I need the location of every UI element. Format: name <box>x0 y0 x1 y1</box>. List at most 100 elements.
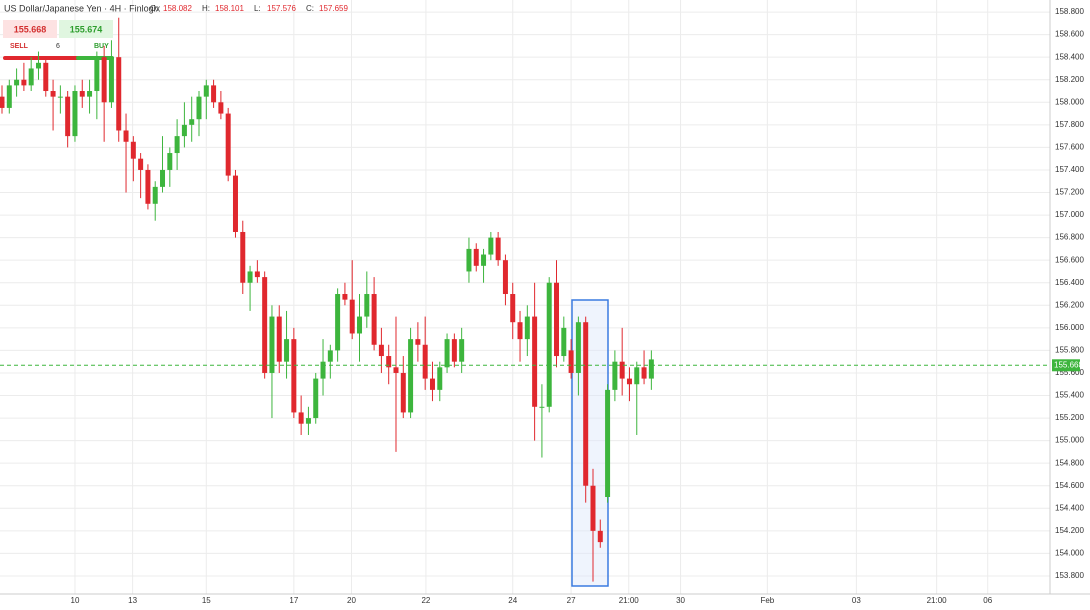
candle-body <box>145 169 151 204</box>
candle-body <box>167 153 173 170</box>
candle-body <box>524 316 530 340</box>
candle-body <box>597 530 603 543</box>
x-tick-label: 13 <box>128 596 137 605</box>
candle-body <box>510 294 516 323</box>
y-tick-label: 155.200 <box>1055 413 1084 422</box>
candle-body <box>291 339 297 413</box>
candle-body <box>335 294 341 351</box>
candle-body <box>14 79 20 86</box>
candle-body <box>203 85 209 97</box>
candle-body <box>400 372 406 413</box>
candle-body <box>575 322 581 373</box>
x-tick-label: Feb <box>760 596 774 605</box>
quantity[interactable]: 6 <box>56 43 60 50</box>
candle-body <box>357 316 363 334</box>
chart-title: US Dollar/Japanese Yen · 4H · Finlogix <box>4 3 161 13</box>
candle-body <box>247 271 253 283</box>
candle-body <box>87 91 93 97</box>
candle-body <box>101 57 107 103</box>
candle-body <box>648 359 654 379</box>
candle-body <box>72 91 78 137</box>
y-tick-label: 156.000 <box>1055 323 1084 332</box>
y-tick-label: 155.400 <box>1055 391 1084 400</box>
ohlc-label: C: <box>306 4 314 13</box>
candle-body <box>568 350 574 373</box>
candle-body <box>262 277 268 373</box>
candle-body <box>612 361 618 390</box>
candle-body <box>415 339 421 345</box>
candle-body <box>371 294 377 345</box>
buy-label[interactable]: BUY <box>94 43 109 50</box>
x-tick-label: 24 <box>508 596 517 605</box>
ohlc-value: 157.576 <box>267 4 296 13</box>
y-tick-label: 157.000 <box>1055 210 1084 219</box>
candle-body <box>583 322 589 486</box>
x-tick-label: 20 <box>347 596 356 605</box>
ohlc-label: L: <box>254 4 261 13</box>
candle-body <box>21 79 27 86</box>
y-tick-label: 155.800 <box>1055 346 1084 355</box>
candle-body <box>619 361 625 379</box>
candle-body <box>269 316 275 373</box>
sell-label[interactable]: SELL <box>10 43 29 50</box>
candle-body <box>284 339 290 362</box>
sell-box[interactable] <box>3 20 57 38</box>
candle-body <box>160 169 166 187</box>
x-tick-label: 15 <box>202 596 211 605</box>
candle-body <box>116 57 122 131</box>
x-tick-label: 27 <box>567 596 576 605</box>
current-price-box <box>1052 359 1080 372</box>
candle-body <box>437 367 443 390</box>
candle-body <box>240 231 246 283</box>
candle-body <box>532 316 538 407</box>
candle-body <box>232 175 238 232</box>
candle-body <box>495 237 501 261</box>
candle-body <box>422 344 428 379</box>
x-tick-label: 30 <box>676 596 685 605</box>
candle-body <box>189 119 195 125</box>
buy-box[interactable] <box>59 20 113 38</box>
candle-body <box>218 102 224 114</box>
ohlc-label: H: <box>202 4 210 13</box>
candle-body <box>327 350 333 362</box>
x-tick-label: 10 <box>71 596 80 605</box>
candle-body <box>349 299 355 334</box>
sell-price[interactable]: 155.668 <box>14 24 47 34</box>
candle-body <box>181 124 187 137</box>
candle-body <box>276 316 282 362</box>
y-tick-label: 157.400 <box>1055 165 1084 174</box>
candle-body <box>466 248 472 272</box>
x-tick-label: 17 <box>289 596 298 605</box>
x-tick-label: 21:00 <box>927 596 948 605</box>
candle-body <box>174 136 180 154</box>
candle-body <box>65 96 71 137</box>
y-tick-label: 154.000 <box>1055 549 1084 558</box>
candle-body <box>393 367 399 373</box>
candle-body <box>320 361 326 379</box>
candle-body <box>225 113 231 176</box>
x-tick-label: 21:00 <box>619 596 640 605</box>
candle-body <box>539 406 545 408</box>
candle-body <box>641 367 647 379</box>
x-tick-label: 03 <box>852 596 861 605</box>
y-tick-label: 156.200 <box>1055 300 1084 309</box>
candle-body <box>554 282 560 357</box>
candle-body <box>50 91 56 97</box>
ohlc-label: O: <box>150 4 158 13</box>
y-tick-label: 156.400 <box>1055 278 1084 287</box>
candle-body <box>473 248 479 266</box>
header: US Dollar/Japanese Yen · 4H · Finlogix <box>4 3 161 13</box>
candle-body <box>108 57 114 103</box>
y-tick-label: 154.800 <box>1055 458 1084 467</box>
candle-body <box>429 378 435 390</box>
grid <box>0 0 1050 594</box>
candle-body <box>94 57 100 92</box>
buy-price[interactable]: 155.674 <box>70 24 103 34</box>
candle-body <box>378 344 384 357</box>
y-tick-label: 157.600 <box>1055 143 1084 152</box>
candle-body <box>130 141 136 159</box>
y-tick-label: 158.400 <box>1055 52 1084 61</box>
y-tick-label: 155.600 <box>1055 368 1084 377</box>
candle-body <box>298 412 304 424</box>
